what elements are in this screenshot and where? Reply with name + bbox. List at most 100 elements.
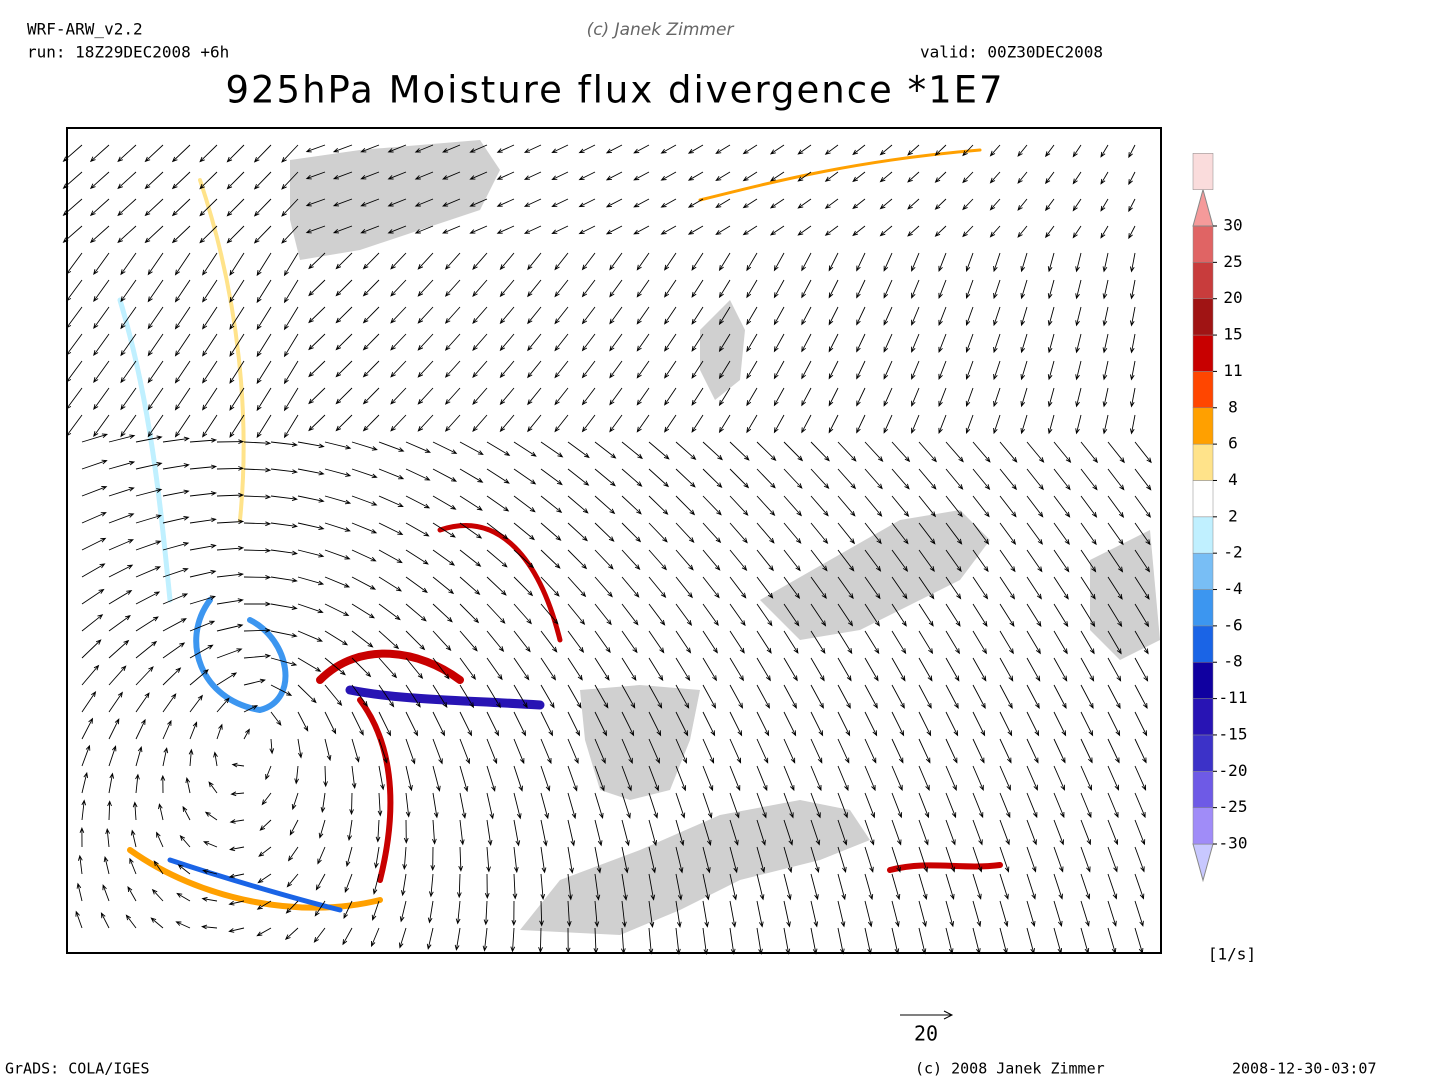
wind-arrow [540, 522, 562, 541]
wind-arrow [756, 441, 777, 462]
wind-arrow [1080, 576, 1096, 600]
wind-arrow [283, 414, 299, 439]
wind-arrow [135, 692, 150, 713]
wind-arrow [283, 387, 299, 412]
wind-arrow [965, 387, 974, 407]
wind-arrow [648, 522, 668, 543]
wind-arrow [308, 333, 326, 351]
wind-arrow [486, 792, 495, 820]
wind-arrow [879, 171, 893, 183]
wind-arrow [783, 873, 792, 901]
wind-arrow [581, 414, 596, 433]
wind-arrow [81, 614, 104, 632]
wind-arrow [405, 630, 426, 651]
wind-arrow [1020, 414, 1028, 435]
wind-arrow [538, 927, 543, 954]
wind-arrow [324, 576, 351, 588]
wind-arrow [864, 738, 877, 764]
wind-arrow [945, 441, 964, 463]
wind-arrow [1102, 333, 1109, 354]
wind-arrow [636, 414, 650, 433]
wind-arrow [648, 846, 657, 874]
wind-arrow [108, 590, 133, 605]
wind-arrow [283, 252, 299, 277]
wind-arrow [783, 711, 797, 737]
land [1090, 530, 1160, 660]
wind-arrow [581, 279, 596, 298]
wind-arrow [864, 603, 880, 627]
wind-arrow [444, 333, 461, 351]
wind-arrow [432, 441, 458, 454]
wind-arrow [746, 360, 758, 380]
wind-arrow [351, 495, 378, 506]
wind-arrow [918, 603, 934, 627]
wind-arrow [594, 873, 601, 901]
wind-arrow [1053, 900, 1063, 928]
wind-arrow [609, 387, 623, 406]
wind-arrow [483, 900, 489, 926]
wind-arrow [117, 225, 137, 244]
wind-arrow [891, 657, 906, 682]
wind-arrow [856, 279, 866, 299]
wind-arrow [135, 745, 143, 767]
wind-arrow [1026, 549, 1043, 573]
wind-arrow [864, 657, 879, 682]
wind-arrow [911, 414, 920, 434]
wind-arrow [648, 657, 664, 682]
wind-arrow [243, 440, 272, 446]
wind-arrow [202, 414, 218, 438]
wind-arrow [1080, 846, 1091, 873]
wind-arrow [1053, 792, 1065, 819]
wind-arrow [345, 846, 353, 868]
colorbar-segment [1192, 298, 1214, 336]
colorbar: -30 -25 -20 -15 -11 -8 -6 -4 -2 2 4 6 8 11 15 20 25 30 [1192, 153, 1247, 883]
wind-arrow [1047, 360, 1055, 381]
wind-arrow [1020, 333, 1028, 354]
wind-arrow [399, 900, 407, 923]
wind-arrow [594, 765, 605, 792]
credit: (c) Janek Zimmer [587, 20, 735, 40]
wind-arrow [972, 576, 989, 600]
wind-arrow [594, 603, 612, 626]
wind-arrow [1026, 441, 1045, 463]
wind-arrow [499, 279, 515, 298]
wind-arrow [313, 927, 326, 943]
wind-arrow [256, 360, 272, 385]
wind-arrow [746, 279, 758, 299]
wind-arrow [81, 486, 108, 497]
wind-arrow [1072, 144, 1082, 158]
wind-arrow [918, 495, 937, 518]
wind-arrow [454, 927, 461, 951]
wind-arrow [729, 603, 746, 627]
wind-arrow [144, 144, 164, 163]
wind-arrow [852, 225, 866, 237]
wind-arrow [729, 657, 744, 682]
wind-arrow [864, 549, 882, 572]
wind-arrow [962, 198, 974, 211]
wind-arrow [417, 360, 434, 378]
wind-arrow [93, 306, 110, 330]
wind-arrow [702, 900, 709, 928]
colorbar-label: 6 [1228, 434, 1238, 453]
wind-arrow [229, 279, 245, 303]
wind-arrow [120, 306, 137, 330]
wind-arrow [1026, 630, 1041, 655]
wind-arrow [879, 198, 893, 210]
wind-arrow [81, 771, 89, 794]
wind-arrow [432, 630, 452, 652]
wind-arrow [1102, 414, 1109, 435]
land [520, 800, 870, 935]
wind-arrow [216, 572, 244, 578]
wind-arrow [256, 279, 272, 304]
wind-arrow [314, 900, 326, 917]
wind-arrow [999, 495, 1017, 518]
wind-arrow [117, 198, 137, 217]
wind-arrow [999, 522, 1017, 545]
wind-arrow [1026, 819, 1037, 846]
wind-arrow [188, 748, 194, 767]
wind-arrow [398, 927, 407, 949]
wind-arrow [444, 279, 461, 297]
wind-arrow [773, 414, 785, 434]
wind-arrow [297, 549, 325, 558]
wind-arrow [513, 711, 527, 737]
